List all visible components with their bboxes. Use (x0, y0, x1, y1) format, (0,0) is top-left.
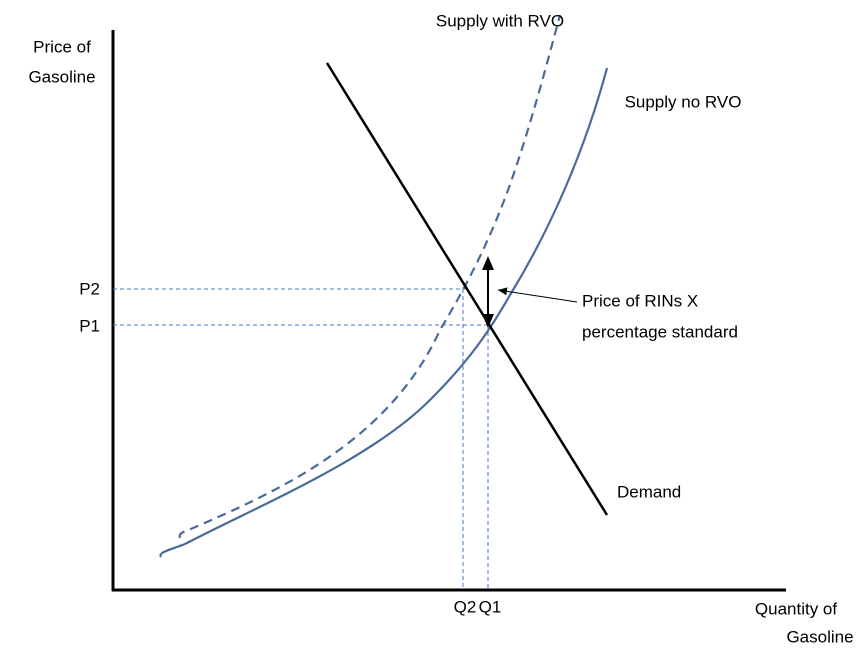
x-axis-label: Quantity of (755, 599, 837, 618)
annotation: percentage standard (582, 322, 738, 341)
arrow-head (482, 314, 494, 328)
price-label: P1 (79, 316, 100, 335)
annotation: Price of RINs X (582, 291, 698, 310)
supply-no-rvo-curve (159, 67, 609, 558)
y-axis-label: Price of (33, 37, 91, 56)
annotation-arrow (497, 287, 578, 303)
curve-label: Supply no RVO (625, 92, 742, 111)
curve-label: Demand (617, 482, 681, 501)
quantity-label: Q1 (479, 597, 502, 616)
guide-lines (113, 288, 489, 590)
y-axis-label: Gasoline (28, 67, 95, 86)
price-label: P2 (79, 279, 100, 298)
demand-curve (325, 62, 609, 516)
x-axis-label: Gasoline (786, 627, 853, 646)
curve-label: Supply with RVO (436, 11, 564, 30)
arrow-head (482, 256, 494, 270)
quantity-label: Q2 (454, 597, 477, 616)
supply-with-rvo-curve (178, 14, 562, 539)
